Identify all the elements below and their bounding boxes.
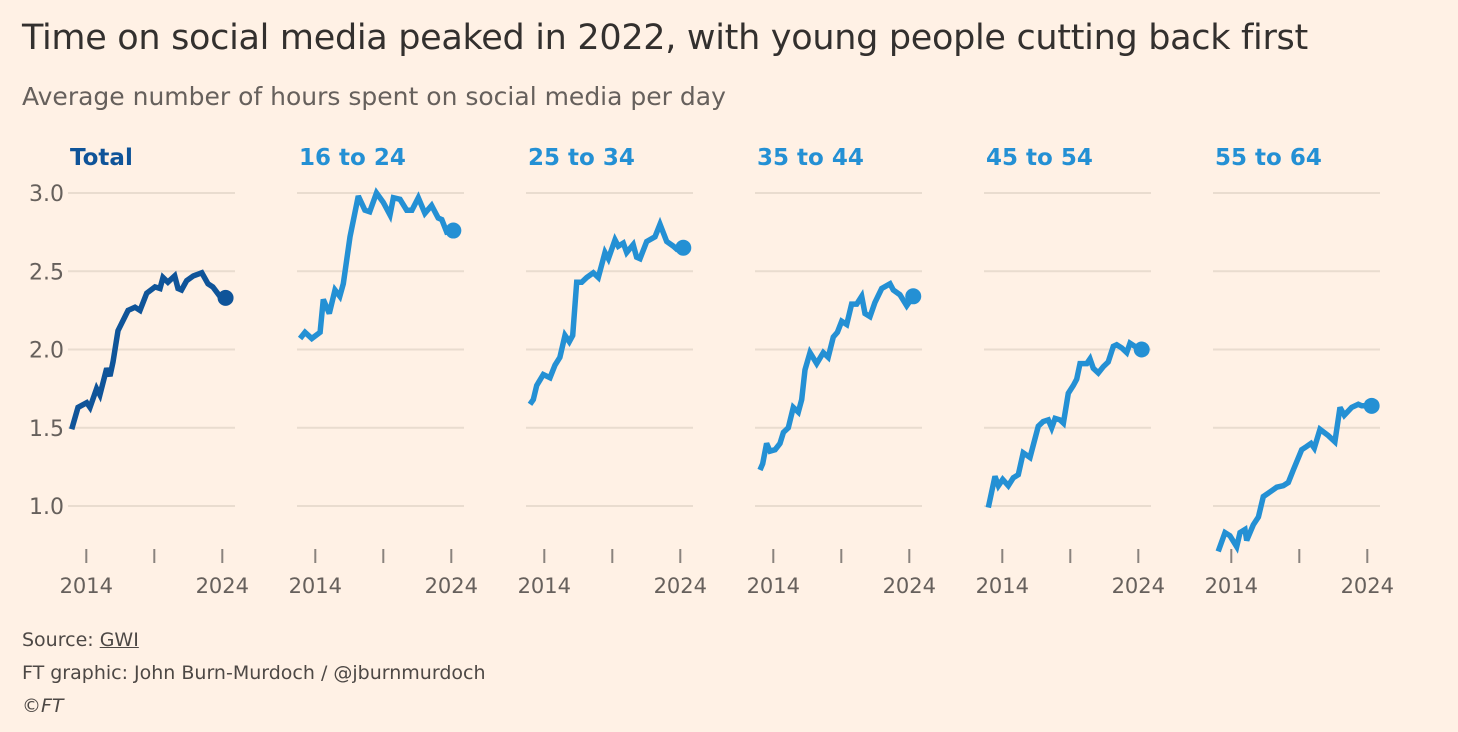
series-line bbox=[527, 216, 684, 406]
series-line bbox=[1215, 401, 1372, 554]
panel-title: 16 to 24 bbox=[299, 145, 406, 171]
end-point-dot bbox=[905, 288, 922, 305]
chart-title: Time on social media peaked in 2022, wit… bbox=[22, 18, 1308, 58]
x-tick-label: 2024 bbox=[883, 574, 936, 598]
y-tick-label: 3.0 bbox=[29, 182, 64, 207]
copyright: ©FT bbox=[22, 695, 64, 717]
end-point-dot bbox=[1363, 397, 1380, 414]
panel-16-to-24: 16 to 24 2014 2024 bbox=[289, 145, 478, 598]
series-line bbox=[757, 280, 916, 472]
x-tick-label: 2024 bbox=[425, 574, 478, 598]
y-tick-label: 1.0 bbox=[29, 495, 64, 520]
x-tick-label: 2014 bbox=[747, 574, 800, 598]
end-point-dot bbox=[445, 222, 462, 239]
end-point-dot bbox=[675, 239, 692, 256]
source-prefix: Source: bbox=[22, 629, 100, 651]
y-tick-label: 2.0 bbox=[29, 339, 64, 364]
panel-title: 55 to 64 bbox=[1215, 145, 1322, 171]
chart-subtitle: Average number of hours spent on social … bbox=[22, 82, 726, 111]
x-tick-label: 2014 bbox=[60, 574, 113, 598]
panel-45-to-54: 45 to 54 2014 2024 bbox=[976, 145, 1165, 598]
y-tick-label: 2.5 bbox=[29, 260, 64, 285]
x-tick-label: 2024 bbox=[654, 574, 707, 598]
panel-title: 45 to 54 bbox=[986, 145, 1093, 171]
small-multiples-chart: Total 1.0 1.5 2.0 2.5 3.0 2014 2024 16 to 24 2014… bbox=[29, 145, 1394, 598]
footer: Source: GWI FT graphic: John Burn-Murdoc… bbox=[22, 624, 486, 723]
series-line bbox=[69, 269, 227, 431]
credit-line: FT graphic: John Burn-Murdoch / @jburnmu… bbox=[22, 662, 486, 684]
y-tick-label: 1.5 bbox=[29, 417, 64, 442]
series-line bbox=[985, 339, 1143, 509]
x-tick-label: 2024 bbox=[1341, 574, 1394, 598]
x-tick-label: 2014 bbox=[289, 574, 342, 598]
x-tick-label: 2014 bbox=[518, 574, 571, 598]
source-line: Source: GWI bbox=[22, 624, 486, 657]
x-tick-label: 2024 bbox=[196, 574, 249, 598]
panel-title: Total bbox=[70, 145, 133, 171]
x-tick-label: 2024 bbox=[1112, 574, 1165, 598]
x-tick-label: 2014 bbox=[976, 574, 1029, 598]
panel-title: 35 to 44 bbox=[757, 145, 864, 171]
series-line bbox=[297, 187, 454, 343]
panel-total: Total 1.0 1.5 2.0 2.5 3.0 2014 2024 bbox=[29, 145, 249, 598]
source-link[interactable]: GWI bbox=[99, 629, 139, 651]
end-point-dot bbox=[217, 289, 234, 306]
end-point-dot bbox=[1133, 341, 1150, 358]
panel-title: 25 to 34 bbox=[528, 145, 635, 171]
panel-55-to-64: 55 to 64 2014 2024 bbox=[1205, 145, 1394, 598]
x-tick-label: 2014 bbox=[1205, 574, 1258, 598]
panel-35-to-44: 35 to 44 2014 2024 bbox=[747, 145, 936, 598]
panel-25-to-34: 25 to 34 2014 2024 bbox=[518, 145, 707, 598]
